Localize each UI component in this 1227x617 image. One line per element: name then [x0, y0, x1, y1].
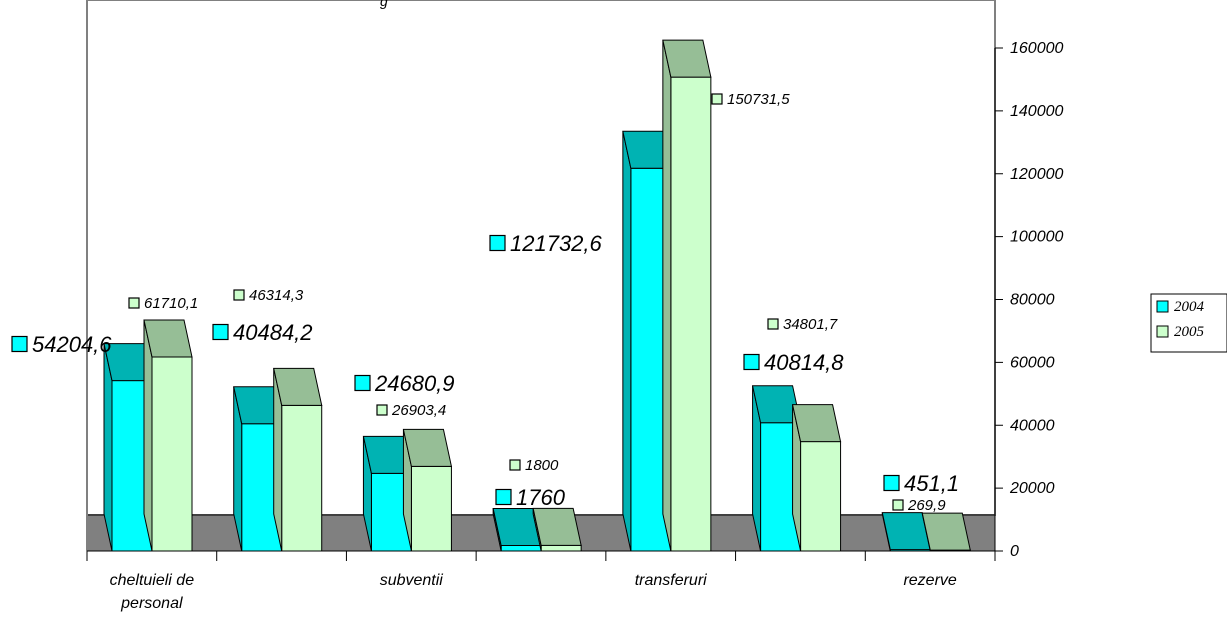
category-label-2: subventii — [380, 572, 444, 589]
data-label-2005-3: 1800 — [525, 457, 559, 474]
data-label-2004-0: 54204,6 — [32, 332, 112, 357]
bar-top-2005-3 — [532, 507, 582, 546]
data-label-key-2005-3 — [509, 459, 521, 471]
bar-side-2004-4 — [622, 131, 632, 552]
category-label-6: rezerve — [903, 572, 956, 589]
data-label-2004-6: 451,1 — [904, 471, 959, 496]
y-tick-label-7: 140000 — [1010, 103, 1063, 120]
data-label-2004-5: 40814,8 — [764, 350, 844, 375]
bar-top-2005-5 — [791, 404, 842, 443]
y-tick-label-0: 0 — [1010, 543, 1019, 560]
data-label-key-2004-3 — [495, 488, 512, 506]
bar-top-2005-6 — [921, 512, 971, 551]
data-label-2005-0: 61710,1 — [144, 295, 198, 312]
y-tick-label-1: 20000 — [1009, 480, 1055, 497]
y-tick-label-2: 40000 — [1010, 417, 1055, 434]
bar-top-2005-0 — [143, 319, 193, 358]
axes-layer: cheltuieli de personal subventii transferur… — [86, 40, 1063, 612]
bar-top-2005-4 — [662, 39, 712, 78]
y-tick-label-3: 60000 — [1010, 354, 1055, 371]
data-label-2005-5: 34801,7 — [783, 316, 838, 333]
y-tick-label-5: 100000 — [1010, 229, 1063, 246]
bar-2004-3 — [500, 544, 542, 552]
data-label-key-2005-1 — [233, 289, 245, 301]
bars-layer — [103, 39, 971, 552]
data-label-key-2004-1 — [212, 323, 229, 341]
bar-2005-1 — [281, 404, 323, 552]
bar-side-2005-0 — [143, 319, 153, 552]
data-label-key-2004-2 — [354, 374, 371, 392]
data-label-key-2005-6 — [892, 499, 904, 511]
data-label-key-2005-2 — [376, 404, 388, 416]
data-label-key-2005-0 — [128, 297, 140, 309]
bar-side-2005-4 — [662, 40, 672, 552]
category-label-0: personal — [120, 595, 183, 612]
legend-key-2005 — [1156, 325, 1169, 338]
category-label-4: transferuri — [635, 572, 707, 589]
y-tick-label-6: 120000 — [1010, 166, 1063, 183]
data-label-2005-4: 150731,5 — [727, 91, 790, 108]
data-label-2004-1: 40484,2 — [233, 320, 313, 345]
data-label-key-2004-5 — [743, 353, 760, 371]
legend-key-2004 — [1156, 300, 1169, 313]
data-label-key-2004-4 — [489, 234, 506, 252]
data-label-2005-2: 26903,4 — [391, 402, 446, 419]
y-tick-label-8: 160000 — [1010, 40, 1063, 57]
bar-top-2005-1 — [273, 367, 323, 406]
data-label-key-2004-0 — [11, 335, 28, 353]
data-labels-layer: 54204,6 40484,2 24680,9 1760 121732,6 40814,8… — [11, 91, 959, 514]
data-label-2004-3: 1760 — [516, 485, 566, 510]
data-label-2004-4: 121732,6 — [510, 231, 603, 256]
bar-2005-5 — [800, 441, 842, 552]
data-label-2005-1: 46314,3 — [249, 287, 304, 304]
bar-2005-2 — [410, 465, 452, 552]
legend-label-2005: 2005 — [1174, 324, 1205, 340]
bar-top-2004-6 — [881, 512, 931, 551]
bar-2005-4 — [670, 76, 712, 552]
bar-top-2005-2 — [402, 428, 453, 467]
bar-2005-0 — [151, 356, 193, 552]
bar-top-2004-5 — [751, 385, 802, 424]
legend-label-2004: 2004 — [1174, 299, 1205, 315]
data-label-2004-2: 24680,9 — [374, 371, 455, 396]
y-tick-label-4: 80000 — [1010, 292, 1055, 309]
back-wall — [86, 0, 996, 516]
chart-title: g — [380, 0, 388, 9]
data-label-key-2005-4 — [711, 93, 723, 105]
legend: 2004 2005 — [1150, 293, 1227, 353]
data-label-2005-6: 269,9 — [907, 497, 946, 514]
data-label-key-2005-5 — [767, 318, 779, 330]
data-label-key-2004-6 — [883, 474, 900, 492]
bar-2005-3 — [540, 544, 582, 552]
category-label-0: cheltuieli de — [110, 572, 195, 589]
